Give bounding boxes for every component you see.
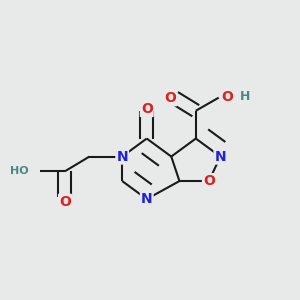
Text: N: N [116, 149, 128, 164]
Text: N: N [141, 192, 152, 206]
Text: O: O [221, 90, 233, 104]
Text: O: O [164, 91, 176, 105]
Text: N: N [214, 149, 226, 164]
Text: O: O [203, 174, 215, 188]
Text: H: H [240, 91, 250, 103]
Text: O: O [59, 195, 71, 209]
Text: HO: HO [10, 166, 29, 176]
Text: O: O [141, 102, 153, 116]
